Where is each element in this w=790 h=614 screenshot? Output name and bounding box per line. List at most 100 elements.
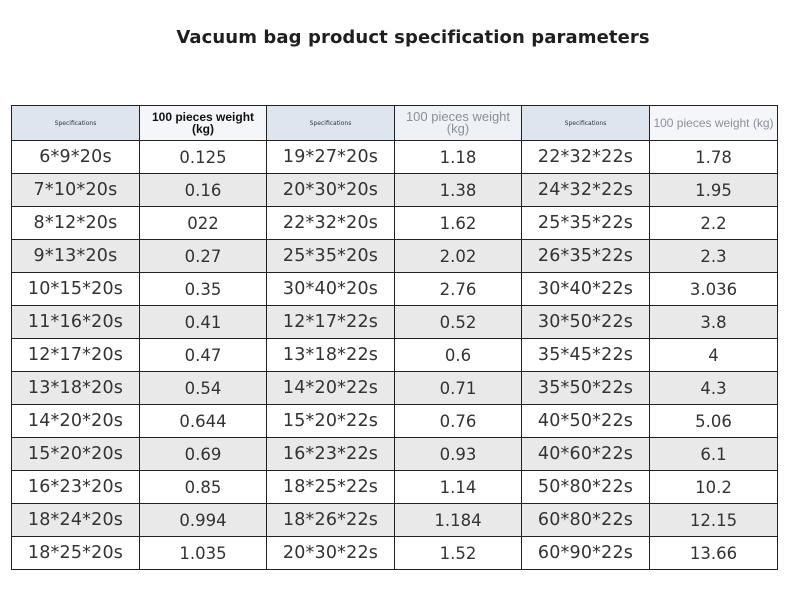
spec-cell: 16*23*22s (266, 437, 395, 471)
spec-cell: 35*45*22s (521, 338, 650, 372)
table-row: 13*18*20s 0.54 14*20*22s 0.71 35*50*22s 4.3 (11, 371, 778, 405)
page-title: Vacuum bag product specification paramet… (176, 27, 650, 48)
weight-cell: 0.47 (139, 338, 267, 372)
spec-cell: 15*20*20s (11, 437, 140, 471)
header-weight-2: 100 pieces weight (kg) (394, 105, 522, 141)
spec-cell: 6*9*20s (11, 140, 140, 174)
spec-cell: 10*15*20s (11, 272, 140, 306)
spec-cell: 13*18*20s (11, 371, 140, 405)
spec-cell: 14*20*22s (266, 371, 395, 405)
weight-cell: 3.036 (649, 272, 778, 306)
spec-cell: 35*50*22s (521, 371, 650, 405)
spec-cell: 11*16*20s (11, 305, 140, 339)
weight-cell: 1.035 (139, 536, 267, 570)
spec-cell: 30*50*22s (521, 305, 650, 339)
spec-cell: 22*32*22s (521, 140, 650, 174)
weight-cell: 0.27 (139, 239, 267, 273)
table-row: 15*20*20s 0.69 16*23*22s 0.93 40*60*22s 6.1 (11, 437, 778, 471)
spec-cell: 25*35*22s (521, 206, 650, 240)
weight-cell: 0.16 (139, 173, 267, 207)
table-row: 6*9*20s 0.125 19*27*20s 1.18 22*32*22s 1.78 (11, 140, 778, 174)
weight-cell: 0.52 (394, 305, 522, 339)
spec-cell: 30*40*20s (266, 272, 395, 306)
table-body: 6*9*20s 0.125 19*27*20s 1.18 22*32*22s 1.78 7*… (11, 140, 778, 570)
spec-cell: 20*30*22s (266, 536, 395, 570)
header-spec-1: Specifications (11, 105, 140, 141)
table-row: 18*24*20s 0.994 18*26*22s 1.184 60*80*22s 12.… (11, 503, 778, 537)
spec-cell: 18*24*20s (11, 503, 140, 537)
weight-cell: 1.38 (394, 173, 522, 207)
weight-cell: 1.62 (394, 206, 522, 240)
spec-cell: 15*20*22s (266, 404, 395, 438)
table-row: 10*15*20s 0.35 30*40*20s 2.76 30*40*22s 3.036 (11, 272, 778, 306)
weight-cell: 1.95 (649, 173, 778, 207)
spec-cell: 19*27*20s (266, 140, 395, 174)
weight-cell: 2.76 (394, 272, 522, 306)
table-row: 14*20*20s 0.644 15*20*22s 0.76 40*50*22s 5.06 (11, 404, 778, 438)
weight-cell: 0.76 (394, 404, 522, 438)
spec-cell: 13*18*22s (266, 338, 395, 372)
header-weight-3: 100 pieces weight (kg) (649, 105, 778, 141)
weight-cell: 0.6 (394, 338, 522, 372)
weight-cell: 13.66 (649, 536, 778, 570)
spec-cell: 14*20*20s (11, 404, 140, 438)
weight-cell: 0.71 (394, 371, 522, 405)
spec-cell: 7*10*20s (11, 173, 140, 207)
spec-cell: 60*90*22s (521, 536, 650, 570)
table-row: 11*16*20s 0.41 12*17*22s 0.52 30*50*22s 3.8 (11, 305, 778, 339)
spec-cell: 12*17*20s (11, 338, 140, 372)
table-row: 18*25*20s 1.035 20*30*22s 1.52 60*90*22s 13.6… (11, 536, 778, 570)
weight-cell: 0.994 (139, 503, 267, 537)
spec-cell: 30*40*22s (521, 272, 650, 306)
spec-cell: 18*25*20s (11, 536, 140, 570)
spec-cell: 26*35*22s (521, 239, 650, 273)
table-row: 9*13*20s 0.27 25*35*20s 2.02 26*35*22s 2.3 (11, 239, 778, 273)
weight-cell: 1.18 (394, 140, 522, 174)
weight-cell: 2.02 (394, 239, 522, 273)
header-spec-2: Specifications (266, 105, 395, 141)
spec-cell: 16*23*20s (11, 470, 140, 504)
spec-table: Specifications 100 pieces weight (kg) Sp… (11, 105, 778, 570)
weight-cell: 10.2 (649, 470, 778, 504)
table-row: 8*12*20s 022 22*32*20s 1.62 25*35*22s 2.2 (11, 206, 778, 240)
header-row: Specifications 100 pieces weight (kg) Sp… (11, 105, 778, 141)
spec-cell: 20*30*20s (266, 173, 395, 207)
weight-cell: 0.54 (139, 371, 267, 405)
weight-cell: 2.3 (649, 239, 778, 273)
weight-cell: 022 (139, 206, 267, 240)
weight-cell: 0.35 (139, 272, 267, 306)
spec-cell: 18*26*22s (266, 503, 395, 537)
spec-cell: 8*12*20s (11, 206, 140, 240)
header-weight-1: 100 pieces weight (kg) (139, 105, 267, 141)
spec-cell: 25*35*20s (266, 239, 395, 273)
spec-cell: 12*17*22s (266, 305, 395, 339)
spec-cell: 40*60*22s (521, 437, 650, 471)
table-row: 16*23*20s 0.85 18*25*22s 1.14 50*80*22s 10.2 (11, 470, 778, 504)
weight-cell: 1.78 (649, 140, 778, 174)
weight-cell: 2.2 (649, 206, 778, 240)
weight-cell: 4.3 (649, 371, 778, 405)
weight-cell: 0.41 (139, 305, 267, 339)
spec-cell: 18*25*22s (266, 470, 395, 504)
spec-cell: 60*80*22s (521, 503, 650, 537)
weight-cell: 0.644 (139, 404, 267, 438)
table-row: 7*10*20s 0.16 20*30*20s 1.38 24*32*22s 1.95 (11, 173, 778, 207)
weight-cell: 0.93 (394, 437, 522, 471)
spec-cell: 24*32*22s (521, 173, 650, 207)
spec-cell: 9*13*20s (11, 239, 140, 273)
weight-cell: 6.1 (649, 437, 778, 471)
weight-cell: 1.14 (394, 470, 522, 504)
table-row: 12*17*20s 0.47 13*18*22s 0.6 35*45*22s 4 (11, 338, 778, 372)
weight-cell: 0.125 (139, 140, 267, 174)
weight-cell: 12.15 (649, 503, 778, 537)
weight-cell: 4 (649, 338, 778, 372)
spec-cell: 50*80*22s (521, 470, 650, 504)
weight-cell: 0.85 (139, 470, 267, 504)
weight-cell: 1.52 (394, 536, 522, 570)
weight-cell: 5.06 (649, 404, 778, 438)
weight-cell: 0.69 (139, 437, 267, 471)
header-spec-3: Specifications (521, 105, 650, 141)
weight-cell: 1.184 (394, 503, 522, 537)
weight-cell: 3.8 (649, 305, 778, 339)
spec-cell: 40*50*22s (521, 404, 650, 438)
